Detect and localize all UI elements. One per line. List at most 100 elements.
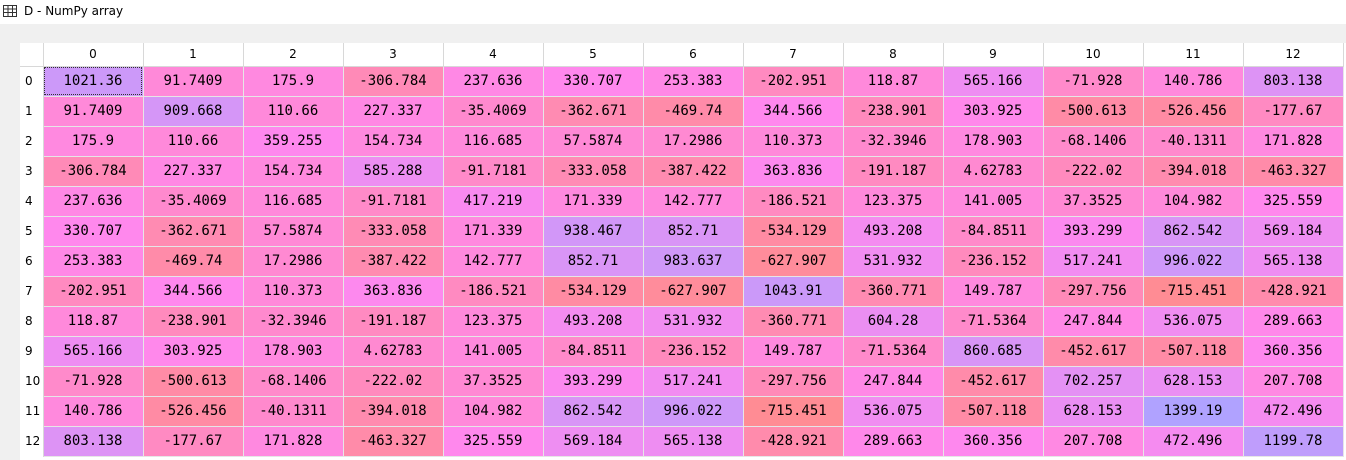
array-cell[interactable]: 17.2986: [243, 246, 344, 277]
array-cell[interactable]: 123.375: [443, 306, 544, 337]
array-cell[interactable]: 1021.36: [43, 66, 144, 97]
array-cell[interactable]: -297.756: [1043, 276, 1144, 307]
array-cell[interactable]: 360.356: [943, 426, 1044, 457]
array-cell[interactable]: 565.138: [643, 426, 744, 457]
array-cell[interactable]: 17.2986: [643, 126, 744, 157]
array-cell[interactable]: 4.62783: [943, 156, 1044, 187]
array-cell[interactable]: 493.208: [543, 306, 644, 337]
array-cell[interactable]: 175.9: [243, 66, 344, 97]
array-cell[interactable]: 996.022: [643, 396, 744, 427]
array-cell[interactable]: 142.777: [643, 186, 744, 217]
array-cell[interactable]: -191.187: [343, 306, 444, 337]
array-cell[interactable]: 417.219: [443, 186, 544, 217]
array-cell[interactable]: -238.901: [143, 306, 244, 337]
array-cell[interactable]: 57.5874: [543, 126, 644, 157]
row-header[interactable]: 9: [20, 336, 44, 366]
array-cell[interactable]: 247.844: [843, 366, 944, 397]
column-header[interactable]: 9: [943, 43, 1044, 67]
array-cell[interactable]: 140.786: [43, 396, 144, 427]
array-cell[interactable]: -177.67: [1243, 96, 1344, 127]
array-cell[interactable]: 569.184: [1243, 216, 1344, 247]
array-cell[interactable]: 141.005: [443, 336, 544, 367]
array-cell[interactable]: 247.844: [1043, 306, 1144, 337]
array-cell[interactable]: 325.559: [443, 426, 544, 457]
array-cell[interactable]: 393.299: [543, 366, 644, 397]
array-cell[interactable]: -394.018: [1143, 156, 1244, 187]
array-cell[interactable]: -333.058: [543, 156, 644, 187]
array-cell[interactable]: 303.925: [143, 336, 244, 367]
array-cell[interactable]: -715.451: [743, 396, 844, 427]
array-cell[interactable]: 565.166: [943, 66, 1044, 97]
array-cell[interactable]: -68.1406: [1043, 126, 1144, 157]
array-cell[interactable]: 604.28: [843, 306, 944, 337]
array-cell[interactable]: 1199.78: [1243, 426, 1344, 457]
array-cell[interactable]: -84.8511: [543, 336, 644, 367]
array-cell[interactable]: -362.671: [543, 96, 644, 127]
array-cell[interactable]: 142.777: [443, 246, 544, 277]
array-cell[interactable]: -186.521: [743, 186, 844, 217]
array-cell[interactable]: -40.1311: [243, 396, 344, 427]
array-cell[interactable]: -387.422: [343, 246, 444, 277]
array-cell[interactable]: 4.62783: [343, 336, 444, 367]
array-cell[interactable]: 171.339: [543, 186, 644, 217]
array-cell[interactable]: 803.138: [1243, 66, 1344, 97]
array-cell[interactable]: 110.66: [243, 96, 344, 127]
array-cell[interactable]: 517.241: [1043, 246, 1144, 277]
array-cell[interactable]: -333.058: [343, 216, 444, 247]
array-cell[interactable]: 536.075: [1143, 306, 1244, 337]
array-cell[interactable]: 37.3525: [443, 366, 544, 397]
array-cell[interactable]: 289.663: [1243, 306, 1344, 337]
array-cell[interactable]: 852.71: [643, 216, 744, 247]
array-cell[interactable]: -627.907: [643, 276, 744, 307]
array-cell[interactable]: 585.288: [343, 156, 444, 187]
array-cell[interactable]: -452.617: [943, 366, 1044, 397]
array-cell[interactable]: -428.921: [743, 426, 844, 457]
array-cell[interactable]: 104.982: [443, 396, 544, 427]
array-cell[interactable]: 110.373: [743, 126, 844, 157]
column-header[interactable]: 5: [543, 43, 644, 67]
array-cell[interactable]: 393.299: [1043, 216, 1144, 247]
array-cell[interactable]: -91.7181: [343, 186, 444, 217]
column-header[interactable]: 10: [1043, 43, 1144, 67]
row-header[interactable]: 1: [20, 96, 44, 126]
array-cell[interactable]: 237.636: [443, 66, 544, 97]
array-cell[interactable]: 253.383: [43, 246, 144, 277]
array-cell[interactable]: 37.3525: [1043, 186, 1144, 217]
array-cell[interactable]: 938.467: [543, 216, 644, 247]
array-cell[interactable]: -452.617: [1043, 336, 1144, 367]
array-cell[interactable]: 227.337: [343, 96, 444, 127]
array-cell[interactable]: 110.66: [143, 126, 244, 157]
array-cell[interactable]: 123.375: [843, 186, 944, 217]
array-cell[interactable]: -202.951: [43, 276, 144, 307]
array-cell[interactable]: 1043.91: [743, 276, 844, 307]
column-header[interactable]: 1: [143, 43, 244, 67]
array-cell[interactable]: -469.74: [143, 246, 244, 277]
array-cell[interactable]: -71.928: [43, 366, 144, 397]
array-cell[interactable]: 363.836: [343, 276, 444, 307]
array-cell[interactable]: 154.734: [243, 156, 344, 187]
array-cell[interactable]: 178.903: [243, 336, 344, 367]
column-header[interactable]: 2: [243, 43, 344, 67]
array-cell[interactable]: 91.7409: [143, 66, 244, 97]
column-header[interactable]: 6: [643, 43, 744, 67]
array-cell[interactable]: 569.184: [543, 426, 644, 457]
array-cell[interactable]: -236.152: [943, 246, 1044, 277]
array-cell[interactable]: -306.784: [343, 66, 444, 97]
array-cell[interactable]: -297.756: [743, 366, 844, 397]
array-cell[interactable]: -428.921: [1243, 276, 1344, 307]
column-header[interactable]: 3: [343, 43, 444, 67]
column-header[interactable]: 8: [843, 43, 944, 67]
array-cell[interactable]: 110.373: [243, 276, 344, 307]
array-cell[interactable]: -177.67: [143, 426, 244, 457]
array-cell[interactable]: -186.521: [443, 276, 544, 307]
array-cell[interactable]: -35.4069: [443, 96, 544, 127]
column-header[interactable]: 0: [43, 43, 144, 67]
array-cell[interactable]: 472.496: [1143, 426, 1244, 457]
array-cell[interactable]: -534.129: [743, 216, 844, 247]
array-cell[interactable]: 536.075: [843, 396, 944, 427]
row-header[interactable]: 3: [20, 156, 44, 186]
array-cell[interactable]: 702.257: [1043, 366, 1144, 397]
row-header[interactable]: 7: [20, 276, 44, 306]
array-cell[interactable]: 983.637: [643, 246, 744, 277]
array-cell[interactable]: 909.668: [143, 96, 244, 127]
